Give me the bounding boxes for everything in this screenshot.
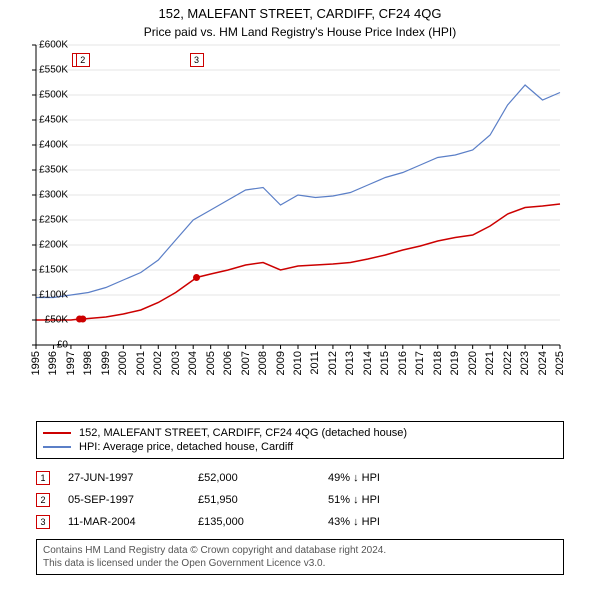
x-axis-label: 2004 bbox=[187, 351, 199, 375]
y-axis-label: £450K bbox=[39, 114, 68, 125]
x-axis-label: 2017 bbox=[414, 351, 426, 375]
sale-marker-callout: 2 bbox=[76, 53, 90, 67]
y-axis-label: £100K bbox=[39, 289, 68, 300]
transaction-marker: 3 bbox=[36, 515, 50, 529]
x-axis-label: 2010 bbox=[292, 351, 304, 375]
x-axis-label: 2021 bbox=[484, 351, 496, 375]
x-axis-label: 2007 bbox=[240, 351, 252, 375]
sale-marker-callout: 3 bbox=[190, 53, 204, 67]
chart-title: 152, MALEFANT STREET, CARDIFF, CF24 4QG bbox=[0, 0, 600, 23]
x-axis-label: 2013 bbox=[344, 351, 356, 375]
x-axis-label: 2001 bbox=[135, 351, 147, 375]
y-axis-label: £0 bbox=[57, 339, 68, 350]
y-axis-label: £50K bbox=[45, 314, 68, 325]
x-axis-label: 2009 bbox=[275, 351, 287, 375]
y-axis-label: £350K bbox=[39, 164, 68, 175]
transaction-hpi-delta: 43% ↓ HPI bbox=[328, 516, 564, 528]
legend-swatch bbox=[43, 432, 71, 434]
y-axis-label: £200K bbox=[39, 239, 68, 250]
transaction-price: £51,950 bbox=[198, 494, 328, 506]
transaction-row: 3 11-MAR-2004£135,00043% ↓ HPI bbox=[36, 511, 564, 533]
y-axis-label: £300K bbox=[39, 189, 68, 200]
x-axis-label: 2018 bbox=[432, 351, 444, 375]
y-axis-label: £150K bbox=[39, 264, 68, 275]
x-axis-label: 2025 bbox=[554, 351, 566, 375]
transaction-row: 2 05-SEP-1997£51,95051% ↓ HPI bbox=[36, 489, 564, 511]
y-axis-label: £550K bbox=[39, 64, 68, 75]
legend-label: HPI: Average price, detached house, Card… bbox=[79, 441, 293, 453]
x-axis-label: 1996 bbox=[47, 351, 59, 375]
x-axis-label: 2022 bbox=[502, 351, 514, 375]
chart-area: £0 £50K £100K £150K £200K £250K £300K £350K £400… bbox=[36, 45, 596, 385]
x-axis-label: 2014 bbox=[362, 351, 374, 375]
chart-subtitle: Price paid vs. HM Land Registry's House … bbox=[0, 23, 600, 45]
x-axis-label: 2019 bbox=[449, 351, 461, 375]
transaction-marker: 2 bbox=[36, 493, 50, 507]
x-axis-label: 2000 bbox=[117, 351, 129, 375]
footer-line-1: Contains HM Land Registry data © Crown c… bbox=[43, 544, 557, 557]
y-axis-label: £250K bbox=[39, 214, 68, 225]
transactions-table: 1 27-JUN-1997£52,00049% ↓ HPI 2 05-SEP-1997… bbox=[36, 467, 564, 533]
x-axis-label: 2015 bbox=[379, 351, 391, 375]
legend-label: 152, MALEFANT STREET, CARDIFF, CF24 4QG … bbox=[79, 427, 407, 439]
chart-svg bbox=[36, 45, 560, 345]
transaction-price: £52,000 bbox=[198, 472, 328, 484]
x-axis-label: 2006 bbox=[222, 351, 234, 375]
x-axis-label: 1995 bbox=[30, 351, 42, 375]
transaction-hpi-delta: 49% ↓ HPI bbox=[328, 472, 564, 484]
x-axis-label: 2012 bbox=[327, 351, 339, 375]
footer-line-2: This data is licensed under the Open Gov… bbox=[43, 557, 557, 570]
x-axis-label: 2008 bbox=[257, 351, 269, 375]
x-axis-label: 2002 bbox=[152, 351, 164, 375]
y-axis-label: £400K bbox=[39, 139, 68, 150]
x-axis-label: 2005 bbox=[205, 351, 217, 375]
legend-swatch bbox=[43, 446, 71, 448]
y-axis-label: £500K bbox=[39, 89, 68, 100]
x-axis-label: 2016 bbox=[397, 351, 409, 375]
legend-item: 152, MALEFANT STREET, CARDIFF, CF24 4QG … bbox=[43, 426, 557, 440]
legend: 152, MALEFANT STREET, CARDIFF, CF24 4QG … bbox=[36, 421, 564, 459]
x-axis-label: 2003 bbox=[170, 351, 182, 375]
x-axis-label: 1997 bbox=[65, 351, 77, 375]
chart-container: 152, MALEFANT STREET, CARDIFF, CF24 4QG … bbox=[0, 0, 600, 590]
transaction-date: 05-SEP-1997 bbox=[68, 494, 198, 506]
transaction-date: 27-JUN-1997 bbox=[68, 472, 198, 484]
y-axis-label: £600K bbox=[39, 39, 68, 50]
legend-item: HPI: Average price, detached house, Card… bbox=[43, 440, 557, 454]
transaction-price: £135,000 bbox=[198, 516, 328, 528]
x-axis-label: 1998 bbox=[82, 351, 94, 375]
x-axis-label: 2011 bbox=[309, 351, 321, 375]
transaction-hpi-delta: 51% ↓ HPI bbox=[328, 494, 564, 506]
x-axis-label: 1999 bbox=[100, 351, 112, 375]
transaction-row: 1 27-JUN-1997£52,00049% ↓ HPI bbox=[36, 467, 564, 489]
transaction-date: 11-MAR-2004 bbox=[68, 516, 198, 528]
x-axis-label: 2024 bbox=[537, 351, 549, 375]
x-axis-label: 2023 bbox=[519, 351, 531, 375]
footer-attribution: Contains HM Land Registry data © Crown c… bbox=[36, 539, 564, 575]
x-axis-label: 2020 bbox=[467, 351, 479, 375]
transaction-marker: 1 bbox=[36, 471, 50, 485]
